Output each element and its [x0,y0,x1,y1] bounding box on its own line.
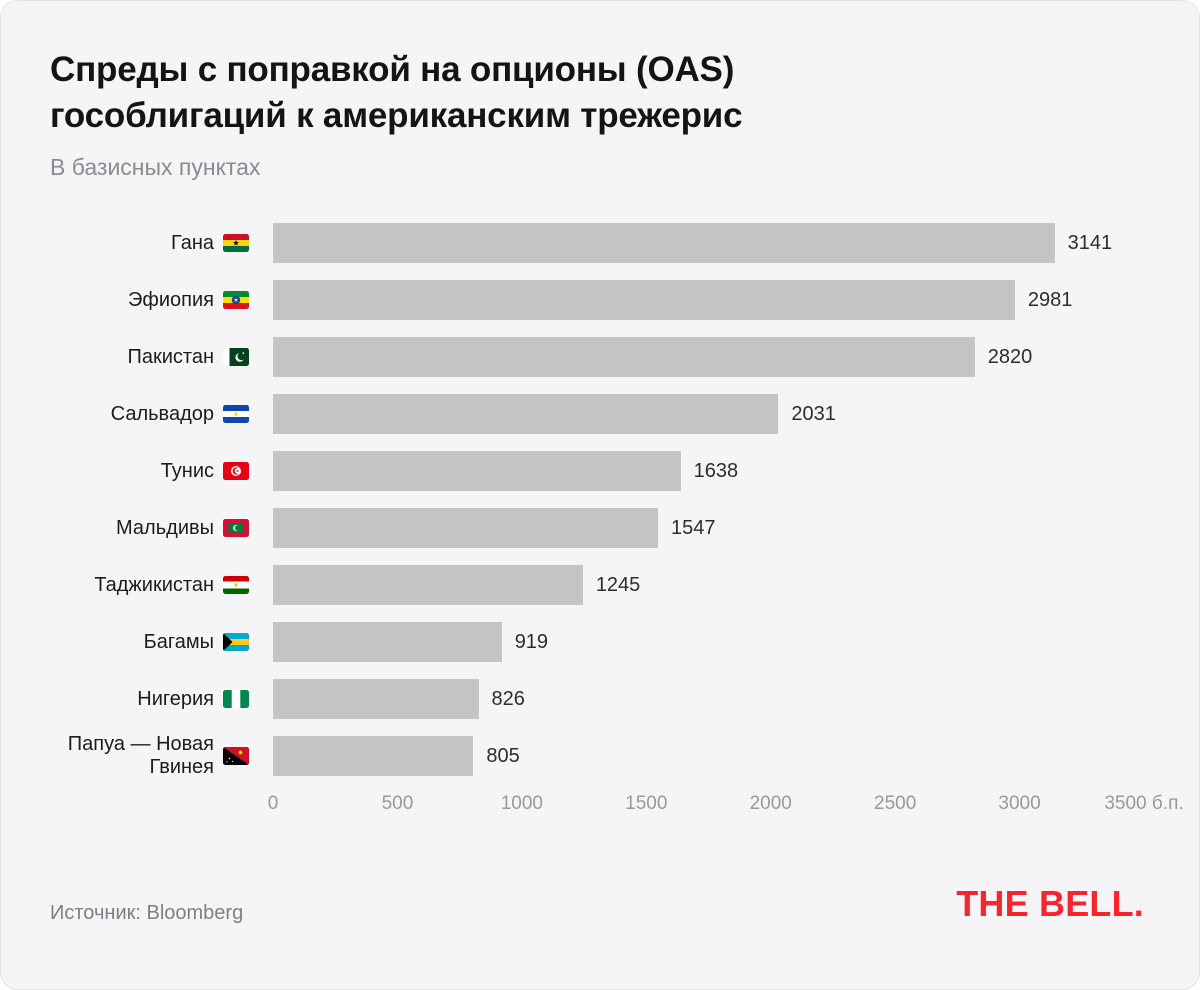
country-label: Гана [171,231,214,254]
x-axis-tick: 1000 [500,793,543,814]
bar-value: 2981 [1027,289,1073,311]
bar-value: 805 [486,745,520,767]
country-label: Мальдивы [116,516,214,539]
country-label: Эфиопия [128,288,214,311]
x-axis-tick: 2000 [749,793,792,814]
bar-value: 3141 [1067,232,1113,254]
flag-tj-icon [223,576,249,594]
bar [273,679,479,719]
bar-value: 1638 [693,460,739,482]
country-label: Пакистан [127,345,214,368]
bars: Гана 3141 Эфиопия 2981 Пакистан 2820 Сальвадор… [50,223,1144,778]
title-line-2: гособлигаций к американским трежерис [50,95,743,135]
country-label: Папуа — Новая Гвинея [67,733,214,778]
x-axis-tick: 2500 [874,793,917,814]
bar-row: Папуа — Новая Гвинея 805 [50,733,1144,778]
bar-row: Гана 3141 [50,223,1144,263]
bar-track: 1638 [273,451,1144,491]
flag-tn-icon [223,462,249,480]
flag-et-icon [223,291,249,309]
x-axis-tick: 1500 [625,793,668,814]
flag-sv-icon [223,405,249,423]
bar [273,565,583,605]
chart-subtitle: В базисных пунктах [50,154,261,180]
bar-track: 2031 [273,394,1144,434]
x-axis-tick: 3500 б.п. [1104,793,1184,814]
bar-value: 1245 [595,574,641,596]
flag-gh-icon [223,234,249,252]
bar-row: Тунис 1638 [50,451,1144,491]
flag-bs-icon [223,633,249,651]
bar [273,508,658,548]
bar [273,451,681,491]
bar [273,394,779,434]
bar-row: Мальдивы 1547 [50,508,1144,548]
bar-value: 1547 [670,517,716,539]
bar-track: 826 [273,679,1144,719]
bar [273,736,474,776]
bar-row: Таджикистан 1245 [50,565,1144,605]
country-label: Тунис [160,459,214,482]
bar-value: 919 [514,631,549,653]
flag-mv-icon [223,519,249,537]
bar-track: 2820 [273,337,1144,377]
the-bell-logo: THE BELL. [956,883,1144,924]
page-title: Спреды с поправкой на опционы (OAS) госо… [50,47,1144,138]
x-axis-tick: 0 [267,793,279,814]
x-axis-ticks: 0 500 1000 1500 2000 2500 3000 3500 б.п. [268,793,1184,819]
country-label: Сальвадор [110,402,214,425]
bar-track: 919 [273,622,1144,662]
footer: Источник: Bloomberg THE BELL. [50,883,1144,925]
country-label: Нигерия [137,687,214,710]
bar-track: 2981 [273,280,1144,320]
source-note: Источник: Bloomberg [50,902,244,924]
x-axis-tick: 3000 [998,793,1041,814]
country-label: Таджикистан [94,573,214,596]
bar-chart: Гана 3141 Эфиопия 2981 Пакистан 2820 Сальвадор… [50,223,1184,819]
bar [273,223,1055,263]
bar-row: Пакистан 2820 [50,337,1144,377]
bar [273,622,502,662]
flag-ng-icon [223,690,249,708]
bar [273,337,975,377]
flag-pk-icon [223,348,249,366]
bar-track: 1547 [273,508,1144,548]
country-label: Багамы [143,630,214,653]
bar-row: Багамы 919 [50,622,1144,662]
bar-value: 826 [491,688,525,710]
bar [273,280,1015,320]
title-line-1: Спреды с поправкой на опционы (OAS) [50,50,735,89]
x-axis-tick: 500 [381,793,414,814]
bar-row: Эфиопия 2981 [50,280,1144,320]
bar-track: 1245 [273,565,1144,605]
bar-value: 2820 [987,346,1033,368]
bar-row: Сальвадор 2031 [50,394,1144,434]
bar-track: 805 [273,736,1144,776]
bar-track: 3141 [273,223,1144,263]
bar-value: 2031 [791,403,836,425]
flag-pg-icon [223,747,249,765]
bar-row: Нигерия 826 [50,679,1144,719]
